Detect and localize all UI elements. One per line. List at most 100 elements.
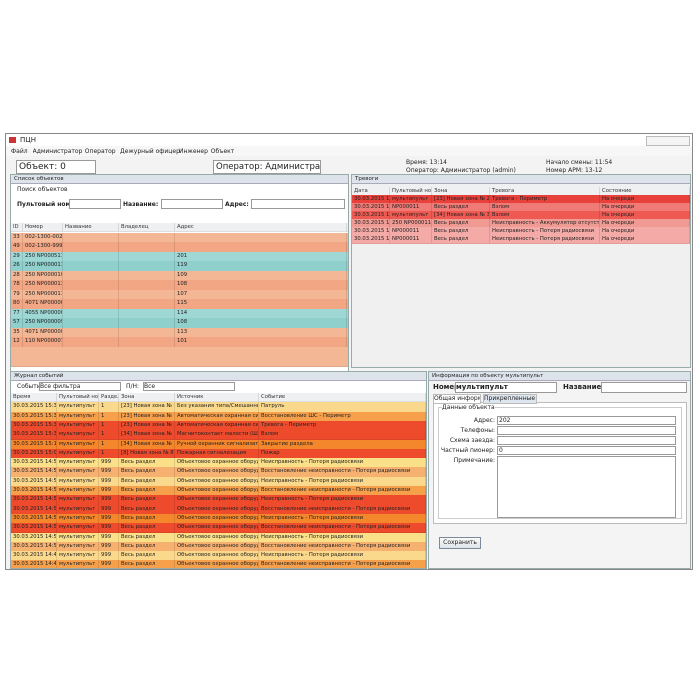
table-cell: Восстановление неисправности - Потеря ра… (259, 541, 426, 552)
table-cell: 30.03.2015 14:57:19 (11, 458, 57, 468)
table-cell: Весь раздел (119, 467, 175, 477)
table-cell: [23] Новая зона № 23 (119, 411, 175, 421)
column-header: Событие (259, 393, 426, 401)
table-cell: Весь раздел (119, 476, 175, 486)
column-header: ID (11, 223, 23, 231)
object-box: Объект: 0 (16, 160, 96, 174)
table-cell: Объектовое охранное оборудование (175, 486, 259, 496)
table-cell: 30.03.2015 14:02:27 (354, 203, 390, 211)
menu-item[interactable]: Дежурный офицер (120, 148, 180, 155)
table-cell (63, 261, 119, 271)
time: Время: 13:14 (406, 159, 447, 166)
table-cell: 30.03.2015 14:52:58 (11, 513, 57, 524)
table-cell: Весь раздел (119, 532, 175, 542)
table-cell: 12 (11, 337, 23, 347)
table-cell: 250 NP000013 (23, 280, 63, 290)
table-cell: 30.03.2015 14:55:58 (11, 476, 57, 486)
table-cell: 79 (11, 289, 23, 299)
table-cell (63, 308, 119, 318)
table-cell: 77 (11, 308, 23, 318)
table-cell: 30.03.2015 15:15:36 (11, 439, 57, 449)
table-cell: Пожар (259, 448, 426, 459)
tab[interactable]: Прикрепленные файлы (483, 394, 537, 404)
table-cell: мультипульт (57, 513, 99, 524)
table-cell: Весь раздел (119, 495, 175, 505)
table-cell: 30.03.2015 14:54:30 (11, 495, 57, 505)
table-cell: 30.03.2015 14:55:12 (11, 486, 57, 496)
table-cell: Весь раздел (119, 541, 175, 552)
table-cell: [34] Новая зона № 34 (119, 430, 175, 440)
field-label: Телефоны: (460, 427, 495, 434)
filter-select[interactable]: Все фильтра (39, 382, 121, 391)
table-cell: Автоматическая охранная сигнализ (175, 411, 259, 421)
table-cell: Восстановление неисправности - Потеря ра… (259, 467, 426, 477)
pn-label: П/Н: (126, 383, 140, 390)
table-cell: 33 (11, 232, 23, 242)
table-cell (175, 242, 347, 252)
column-header: Раздел (101, 393, 119, 401)
table-cell: 002-1300-00204 (23, 232, 63, 242)
table-cell: Неисправность - Потеря радиосвязи (259, 513, 426, 524)
table-cell: Восстановление неисправности - Потеря ра… (259, 560, 426, 568)
table-cell: На очереди (600, 203, 690, 211)
menu-item[interactable]: Объект (210, 148, 235, 155)
table-cell: 999 (99, 560, 119, 568)
table-cell: Весь раздел (432, 219, 490, 227)
table-cell: мультипульт (57, 486, 99, 496)
table-cell: 108 (175, 280, 347, 290)
table-cell: 30.03.2015 14:52:13 (11, 523, 57, 533)
table-cell: [23] Новая зона № 23 (434, 195, 490, 203)
table-cell: мультипульт (57, 523, 99, 533)
table-row[interactable]: 30.03.2015 14:01:15NP000011Весь разделНе… (352, 235, 690, 244)
table-cell: Неисправность - Потеря радиосвязи (490, 235, 600, 243)
table-cell: 999 (99, 504, 119, 514)
panel-header: Тревоги (352, 175, 690, 184)
menu-item[interactable]: Администратор (32, 148, 83, 155)
tab[interactable]: Общая информация (433, 394, 481, 404)
table-cell: NP000011 (390, 235, 432, 243)
table-cell: 107 (175, 289, 347, 299)
table-cell: [8] Новая зона № 8 (119, 448, 175, 459)
table-cell: Неисправность - Потеря радиосвязи (259, 532, 426, 542)
table-cell (119, 318, 175, 328)
table-cell: мультипульт (57, 439, 99, 449)
table-row[interactable]: 30.03.2015 14:49:09мультипульт999Весь ра… (11, 560, 426, 568)
table-cell: 30.03.2015 15:35:58 (11, 420, 57, 431)
menu-item[interactable]: Файл (11, 148, 28, 155)
search-input[interactable] (69, 199, 121, 209)
table-cell: 30.03.2015 14:56:47 (11, 467, 57, 477)
table-cell: На очереди (600, 235, 690, 243)
table-cell: 999 (99, 467, 119, 477)
table-cell: 999 (99, 532, 119, 542)
table-cell: 30.03.2015 15:50:49 (354, 195, 390, 203)
field-input: 202 (497, 416, 676, 425)
table-cell: Объектовое охранное оборудование (175, 541, 259, 552)
table-cell: 999 (99, 523, 119, 533)
table-cell: 999 (99, 551, 119, 561)
table-cell (63, 337, 119, 347)
table-cell: 1 (99, 411, 119, 421)
table-cell: Неисправность - Потеря радиосвязи (259, 476, 426, 486)
table-cell (119, 337, 175, 347)
table-cell: 201 (175, 251, 347, 261)
table-cell: 999 (99, 541, 119, 552)
table-cell (63, 289, 119, 299)
table-cell: На очереди (600, 219, 690, 227)
table-cell: 30.03.2015 14:50:41 (11, 541, 57, 552)
table-cell: мультипульт (57, 476, 99, 486)
menu-item[interactable]: Оператор (84, 148, 116, 155)
table-cell: Восстановление неисправности - Потеря ра… (259, 504, 426, 514)
panel-header: Информация по объекту мультипульт (429, 372, 690, 381)
save-button[interactable]: Сохранить (439, 537, 481, 549)
filter-label: События: (17, 383, 47, 390)
search-input[interactable] (251, 199, 345, 209)
pn-select[interactable]: Все (143, 382, 235, 391)
table-cell: 30.03.2015 14:01:15 (354, 227, 390, 235)
table-cell: 30.03.2015 14:49:53 (11, 551, 57, 561)
search-input[interactable] (161, 199, 223, 209)
operator-info: Оператор: Администратор (admin) (406, 167, 516, 174)
table-cell: мультипульт (57, 532, 99, 542)
menu-item[interactable]: Инженер (179, 148, 208, 155)
window-controls[interactable] (646, 136, 690, 146)
